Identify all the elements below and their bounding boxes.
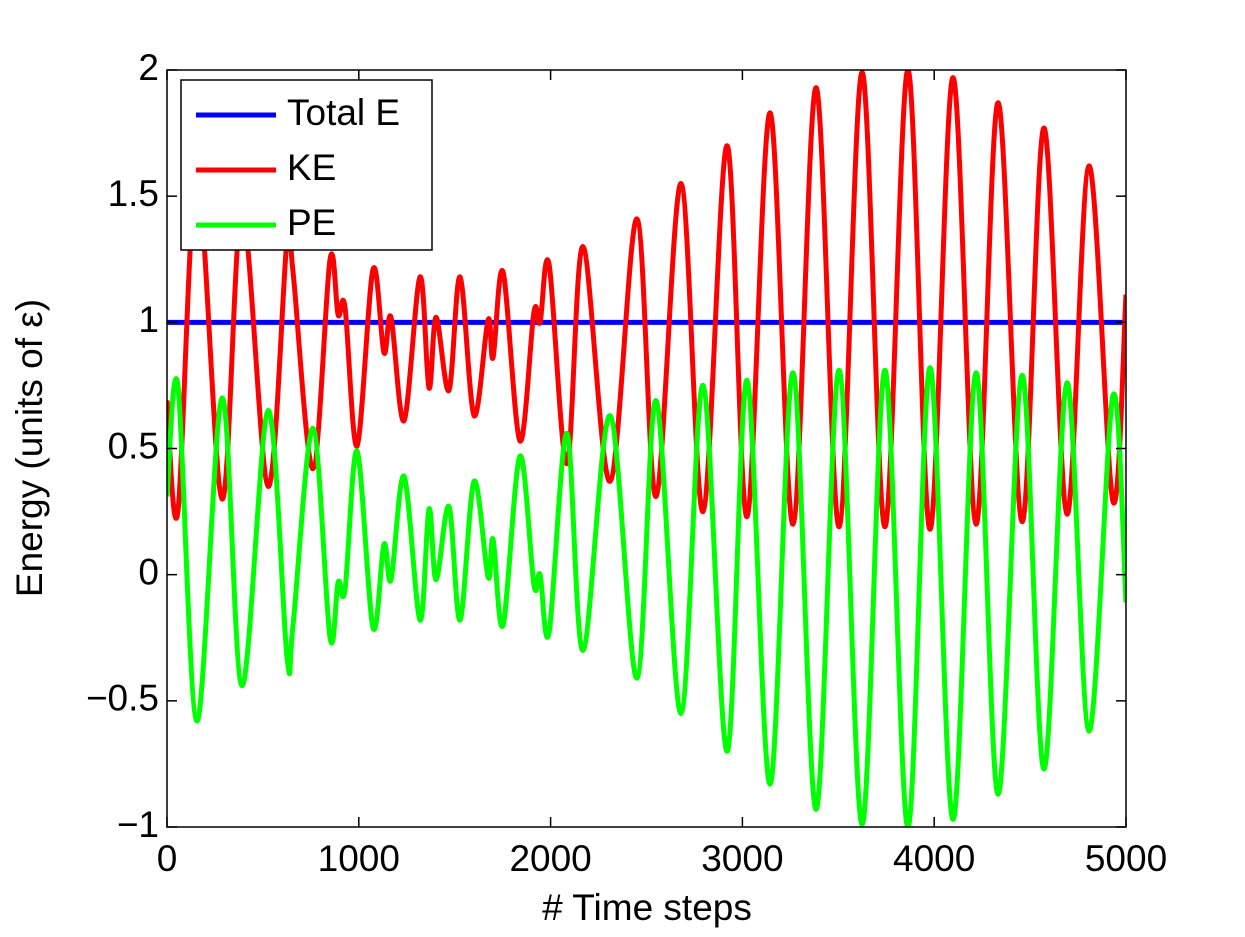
legend-label: KE: [287, 147, 336, 188]
x-tick-label: 4000: [893, 838, 975, 879]
legend-box: [180, 79, 433, 251]
series-line: [167, 365, 1126, 827]
x-axis-label: # Time steps: [542, 887, 752, 928]
plot-area: [167, 70, 1126, 827]
x-tick-label: 1000: [318, 838, 400, 879]
x-tick-label: 2000: [509, 838, 591, 879]
y-tick-label: 0: [138, 551, 159, 592]
series-line: [167, 70, 1126, 532]
x-tick-label: 5000: [1085, 838, 1167, 879]
y-tick-label: −1: [117, 804, 159, 845]
x-tick-label: 3000: [701, 838, 783, 879]
x-tick-label: 0: [157, 838, 178, 879]
y-tick-label: −0.5: [86, 678, 159, 719]
y-tick-label: 2: [138, 47, 159, 88]
y-tick-label: 1: [138, 299, 159, 340]
legend-label: Total E: [287, 92, 400, 133]
y-axis-label: Energy (units of ε): [9, 299, 50, 597]
y-tick-label: 0.5: [108, 425, 159, 466]
y-tick-label: 1.5: [108, 173, 159, 214]
legend-label: PE: [287, 202, 336, 243]
